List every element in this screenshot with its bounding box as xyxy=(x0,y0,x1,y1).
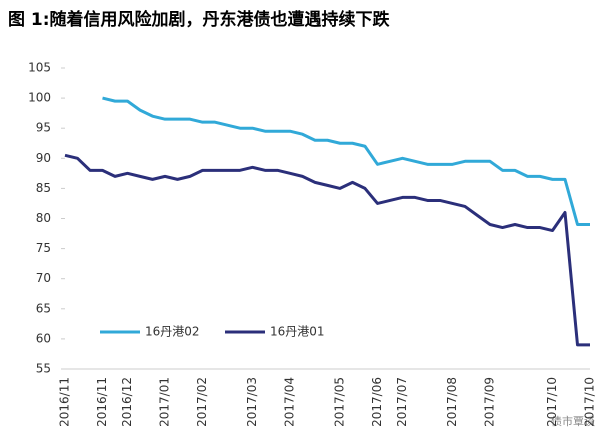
chart-title: 图 1:随着信用风险加剧，丹东港债也遭遇持续下跌 xyxy=(8,9,391,30)
watermark: 债市覃谈 xyxy=(551,414,595,428)
x-tick-label: 2017/04 xyxy=(283,377,297,427)
y-tick-label: 75 xyxy=(36,241,51,255)
y-tick-label: 80 xyxy=(36,211,51,225)
series-line xyxy=(64,153,590,347)
x-tick-label: 2017/07 xyxy=(395,377,409,427)
y-tick-label: 65 xyxy=(36,301,51,315)
y-tick-label: 70 xyxy=(36,271,51,285)
legend-label: 16丹港01 xyxy=(270,325,325,339)
y-tick-label: 55 xyxy=(36,362,51,376)
x-tick-label: 2017/03 xyxy=(245,377,259,427)
y-tick-label: 60 xyxy=(36,331,51,345)
x-tick-label: 2016/12 xyxy=(120,377,134,427)
y-tick-label: 95 xyxy=(36,121,51,135)
x-tick-label: 2017/08 xyxy=(445,377,459,427)
x-tick-label: 2017/10 xyxy=(583,377,597,427)
x-tick-label: 2017/05 xyxy=(333,377,347,427)
series-line xyxy=(102,96,590,227)
y-tick-label: 105 xyxy=(28,61,51,75)
x-tick-label: 2016/11 xyxy=(58,377,72,427)
x-tick-label: 2017/10 xyxy=(545,377,559,427)
x-tick-label: 2017/09 xyxy=(483,377,497,427)
x-tick-label: 2016/11 xyxy=(95,377,109,427)
y-tick-label: 90 xyxy=(36,151,51,165)
x-tick-label: 2017/01 xyxy=(158,377,172,427)
legend-label: 16丹港02 xyxy=(145,325,200,339)
y-tick-label: 85 xyxy=(36,181,51,195)
x-tick-label: 2017/06 xyxy=(370,377,384,427)
y-tick-label: 100 xyxy=(28,91,51,105)
x-tick-label: 2017/02 xyxy=(195,377,209,427)
